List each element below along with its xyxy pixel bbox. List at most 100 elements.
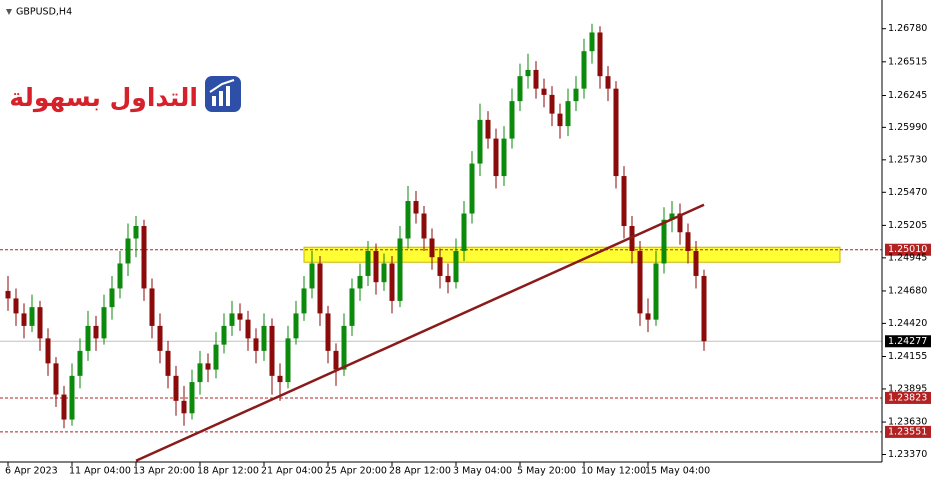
x-tick-label: 5 May 20:00 — [517, 466, 576, 477]
candle-body — [421, 213, 427, 239]
candle-body — [397, 238, 403, 301]
candle-body — [365, 250, 371, 276]
candle-body — [213, 344, 219, 370]
candle-body — [21, 313, 27, 326]
x-tick-label: 13 Apr 20:00 — [133, 466, 195, 477]
logo-bar — [212, 96, 216, 106]
candle-body — [445, 275, 451, 283]
candle-body — [453, 250, 459, 283]
candle-body — [85, 325, 91, 351]
candle-body — [197, 363, 203, 383]
current-price-bg — [885, 335, 931, 348]
candle-body — [405, 201, 411, 239]
candle-body — [501, 138, 507, 177]
candle-body — [5, 290, 11, 299]
candle-body — [117, 263, 123, 289]
level-label: 1.23551 — [888, 426, 927, 437]
y-tick-label: 1.25205 — [888, 220, 927, 231]
candle-body — [301, 288, 307, 314]
candle-body — [557, 113, 563, 127]
candle-body — [245, 319, 251, 339]
candle-body — [637, 250, 643, 314]
y-tick-label: 1.23630 — [888, 417, 927, 428]
y-tick-label: 1.26780 — [888, 23, 927, 34]
candle-body — [469, 163, 475, 214]
x-tick-label: 3 May 04:00 — [453, 466, 512, 477]
level-label: 1.25010 — [888, 244, 927, 255]
candle-body — [13, 298, 19, 314]
candle-body — [613, 88, 619, 177]
candle-body — [141, 226, 147, 289]
candle-body — [61, 394, 67, 420]
candle-body — [573, 88, 579, 102]
logo-bar — [219, 91, 223, 106]
level-label-bg — [885, 425, 931, 438]
candle-body — [109, 288, 115, 308]
candle-body — [133, 226, 139, 239]
candle-body — [341, 325, 347, 370]
y-tick-label: 1.26515 — [888, 56, 927, 67]
y-tick-label: 1.23370 — [888, 449, 927, 460]
candle-body — [317, 263, 323, 314]
candle-body — [229, 313, 235, 326]
title-icon — [6, 9, 12, 15]
logo: التداول بسهولة — [9, 76, 241, 113]
candle-body — [389, 263, 395, 301]
candle-body — [517, 76, 523, 102]
candle-body — [485, 119, 491, 139]
candle-body — [493, 138, 499, 177]
candle-body — [533, 69, 539, 89]
y-tick-label: 1.24680 — [888, 285, 927, 296]
x-tick-label: 11 Apr 04:00 — [69, 466, 131, 477]
candle-body — [477, 119, 483, 164]
logo-bar — [226, 86, 230, 106]
candle-body — [677, 213, 683, 233]
x-tick-label: 25 Apr 20:00 — [325, 466, 387, 477]
candle-body — [157, 325, 163, 351]
candle-body — [37, 307, 43, 339]
candle-body — [149, 288, 155, 326]
candle-body — [333, 350, 339, 370]
candle-body — [29, 307, 35, 326]
candle-body — [221, 325, 227, 345]
candle-body — [325, 313, 331, 351]
candle-body — [45, 338, 51, 364]
candle-body — [293, 313, 299, 339]
candle-body — [429, 238, 435, 258]
candle-body — [661, 219, 667, 264]
candle-body — [645, 313, 651, 320]
candle-body — [549, 94, 555, 114]
candle-body — [261, 325, 267, 351]
candle-body — [565, 101, 571, 127]
candle-body — [669, 213, 675, 220]
candle-body — [357, 275, 363, 289]
candle-body — [461, 213, 467, 251]
x-tick-label: 28 Apr 12:00 — [389, 466, 451, 477]
candle-body — [525, 69, 531, 77]
candle-body — [541, 88, 547, 95]
chart-title: GBPUSD,H4 — [16, 7, 72, 18]
level-label-bg — [885, 391, 931, 404]
candle-body — [101, 307, 107, 339]
y-tick-label: 1.25730 — [888, 154, 927, 165]
candle-body — [605, 76, 611, 89]
candle-body — [285, 338, 291, 383]
y-tick-label: 1.26245 — [888, 90, 927, 101]
y-tick-label: 1.23895 — [888, 383, 927, 394]
candle-body — [189, 382, 195, 414]
candle-body — [237, 313, 243, 320]
y-tick-label: 1.24155 — [888, 351, 927, 362]
y-tick-label: 1.25990 — [888, 122, 927, 133]
x-tick-label: 6 Apr 2023 — [5, 466, 58, 477]
candle-body — [621, 176, 627, 227]
candle-body — [93, 325, 99, 339]
candle-body — [597, 32, 603, 77]
candle-body — [269, 325, 275, 376]
level-label: 1.23823 — [888, 392, 927, 403]
y-tick-label: 1.25470 — [888, 187, 927, 198]
y-tick-label: 1.24945 — [888, 252, 927, 263]
candle-body — [77, 350, 83, 376]
y-tick-label: 1.24420 — [888, 318, 927, 329]
